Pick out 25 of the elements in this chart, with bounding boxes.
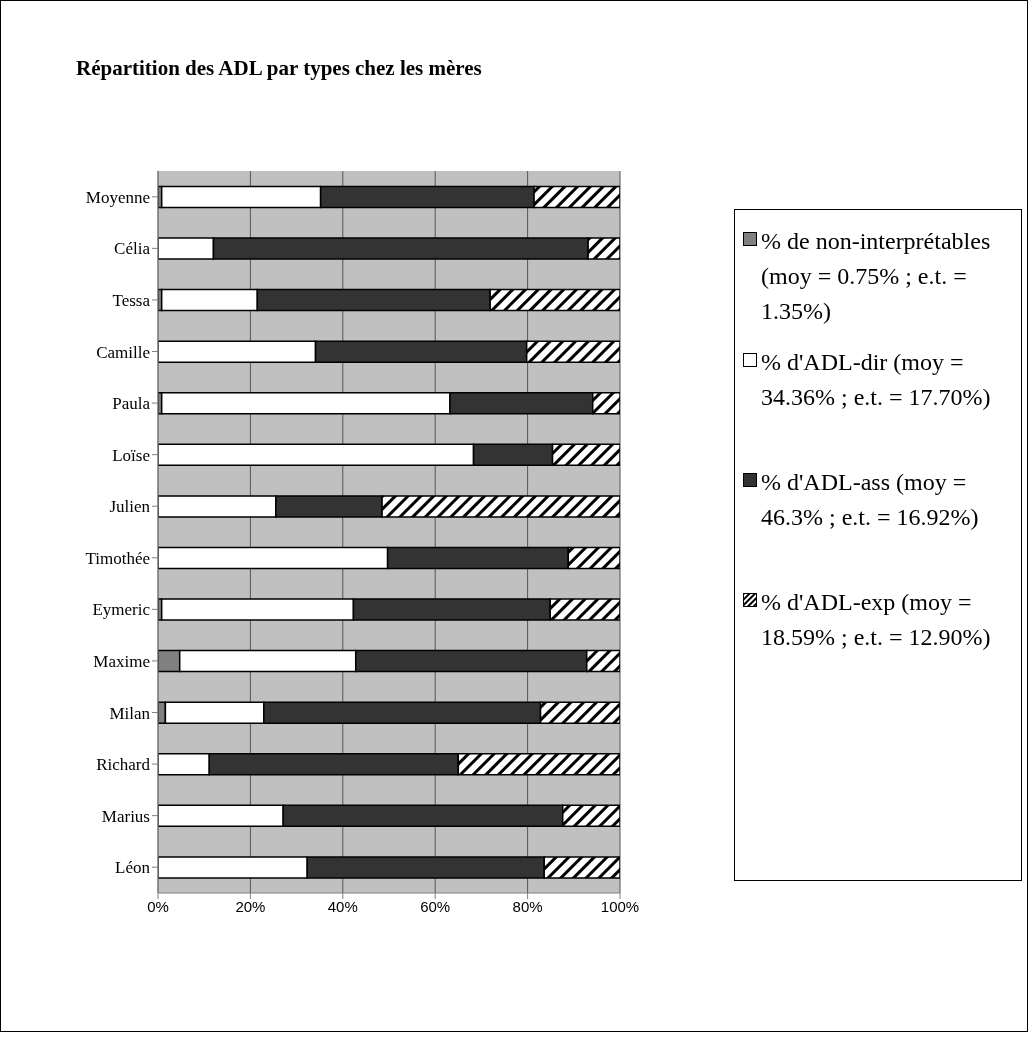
legend-label: % de non-interprétables (moy = 0.75% ; e.t. = 1.35%) <box>761 227 992 326</box>
y-tick-label: Léon <box>115 858 151 878</box>
y-tick-label: Richard <box>96 755 151 775</box>
y-tick-label: Camille <box>96 342 150 362</box>
y-tick-label: Moyenne <box>85 187 150 207</box>
x-tick-label: 100% <box>600 897 640 915</box>
y-tick-label: Loïse <box>112 445 150 465</box>
x-tick-label: 0% <box>147 897 169 915</box>
y-tick-label: Tessa <box>112 290 151 310</box>
y-tick-label: Paula <box>112 394 151 414</box>
y-tick-label: Milan <box>109 703 151 723</box>
text: % d'ADL-exp (moy = 18.59% ; e.t. = 12.90%) <box>761 588 992 652</box>
x-tick-label: 20% <box>235 897 266 915</box>
x-tick-label: 40% <box>327 897 358 915</box>
y-tick-label: Maxime <box>93 651 150 671</box>
y-tick-label: Célia <box>114 239 151 259</box>
legend-label: % d'ADL-dir (moy = 34.36% ; e.t. = 17.70%) <box>761 348 992 412</box>
y-tick-label: Marius <box>101 806 150 826</box>
y-tick-label: Timothée <box>85 548 150 568</box>
chart-title: Répartition des ADL par types chez les mères <box>76 56 482 81</box>
y-tick-label: Eymeric <box>92 600 151 620</box>
y-tick-label: Julien <box>109 497 151 517</box>
x-tick-label: 60% <box>420 897 451 915</box>
x-tick-label: 80% <box>512 897 543 915</box>
legend-label: % d'ADL-ass (moy = 46.3% ; e.t. = 16.92%) <box>761 468 980 532</box>
